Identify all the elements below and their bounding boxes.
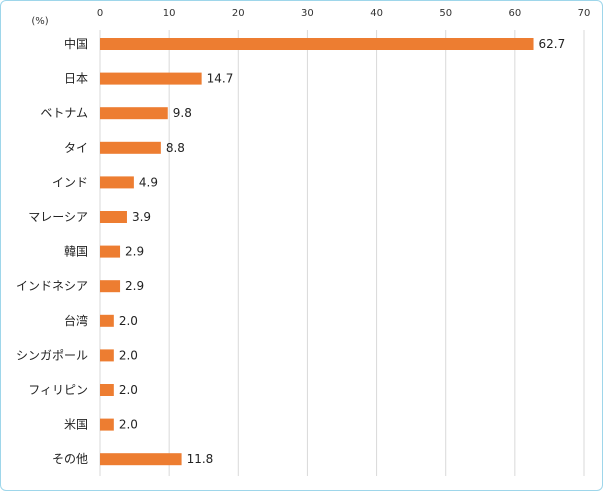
data-label: 2.0 [119,418,138,432]
category-label: インドネシア [16,279,88,293]
category-label: マレーシア [28,210,88,224]
category-label: 日本 [64,72,88,86]
bar [100,453,182,466]
bar [100,141,161,154]
bar [100,107,168,120]
bars [100,38,534,466]
bar [100,384,114,396]
x-tick-label: 10 [163,8,176,19]
bar [100,72,202,85]
x-tick-label: 40 [370,8,383,19]
data-label: 2.9 [125,279,144,293]
unit-label: (%) [31,16,48,27]
category-label: 中国 [64,36,88,51]
data-label: 14.7 [207,72,234,86]
category-label: フィリピン [28,383,88,397]
bar [100,349,114,362]
bar [100,211,127,223]
category-label: 米国 [64,418,88,432]
category-label: ベトナム [40,106,88,120]
x-tick-label: 60 [508,8,521,19]
x-tick-label: 50 [439,8,452,19]
data-label: 2.0 [119,383,138,397]
category-labels: 中国日本ベトナムタイインドマレーシア韓国インドネシア台湾シンガポールフィリピン米… [16,36,88,466]
data-label: 11.8 [187,452,214,466]
data-label: 3.9 [132,210,151,224]
data-label: 2.0 [119,348,138,362]
data-label: 8.8 [166,141,185,155]
bar [100,245,121,258]
data-label: 2.0 [119,314,138,328]
data-label: 4.9 [139,175,158,189]
bar [100,314,114,327]
data-label: 62.7 [539,37,566,51]
data-label: 9.8 [173,106,192,120]
category-label: 台湾 [64,313,88,328]
category-label: インド [52,175,88,189]
value-labels: 62.7 14.7 9.8 8.8 4.9 3.9 2.9 2.9 2.0 2.0 2.0 2.0 11… [119,37,565,466]
x-tick-label: 0 [97,8,103,19]
category-label: シンガポール [16,348,88,362]
category-label: タイ [64,141,88,155]
category-label: 韓国 [64,245,88,259]
gridlines [99,30,585,476]
data-label: 2.9 [125,245,144,259]
category-label: その他 [52,452,88,466]
x-tick-label: 30 [301,8,314,19]
bar [100,38,534,50]
bar [100,176,134,189]
x-tick-label: 70 [578,8,591,19]
x-tick-label: 20 [232,8,245,19]
x-axis-ticks: 0 10 20 30 40 50 60 70 [97,8,591,19]
bar [100,280,121,293]
bar [100,418,114,431]
